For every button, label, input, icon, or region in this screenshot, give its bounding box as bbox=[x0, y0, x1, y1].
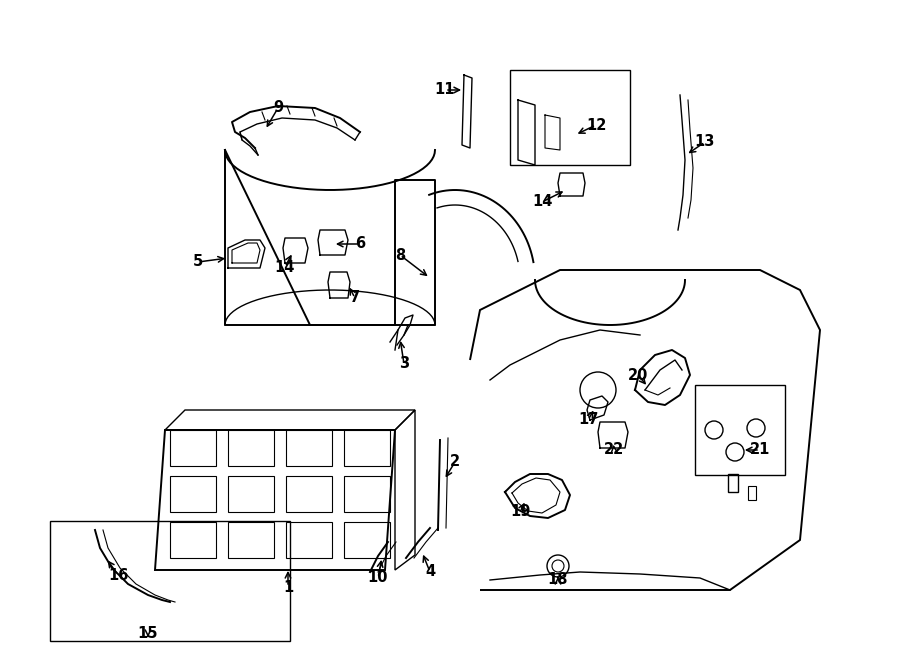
Text: 22: 22 bbox=[604, 442, 624, 457]
Text: 13: 13 bbox=[695, 134, 716, 149]
Text: 17: 17 bbox=[578, 412, 599, 428]
Text: 12: 12 bbox=[586, 118, 607, 132]
Text: 19: 19 bbox=[509, 504, 530, 520]
Bar bbox=[510, 70, 630, 165]
Text: 4: 4 bbox=[425, 564, 435, 580]
Text: 6: 6 bbox=[355, 237, 365, 251]
Text: 1: 1 bbox=[283, 580, 293, 594]
Bar bbox=[50, 521, 290, 641]
Text: 7: 7 bbox=[350, 290, 360, 305]
Text: 10: 10 bbox=[368, 570, 388, 586]
Text: 20: 20 bbox=[628, 368, 648, 383]
Text: 15: 15 bbox=[138, 625, 158, 641]
Bar bbox=[695, 385, 785, 475]
Text: 5: 5 bbox=[193, 254, 203, 270]
Text: 8: 8 bbox=[395, 247, 405, 262]
Text: 3: 3 bbox=[399, 356, 410, 371]
Text: 11: 11 bbox=[435, 83, 455, 98]
Text: 16: 16 bbox=[108, 568, 128, 582]
Bar bbox=[728, 474, 738, 492]
Text: 9: 9 bbox=[273, 100, 284, 116]
Text: 18: 18 bbox=[548, 572, 568, 588]
Text: 14: 14 bbox=[532, 194, 553, 210]
Text: 2: 2 bbox=[450, 455, 460, 469]
Bar bbox=[748, 486, 756, 500]
Text: 14: 14 bbox=[274, 260, 295, 274]
Text: 21: 21 bbox=[750, 442, 770, 457]
